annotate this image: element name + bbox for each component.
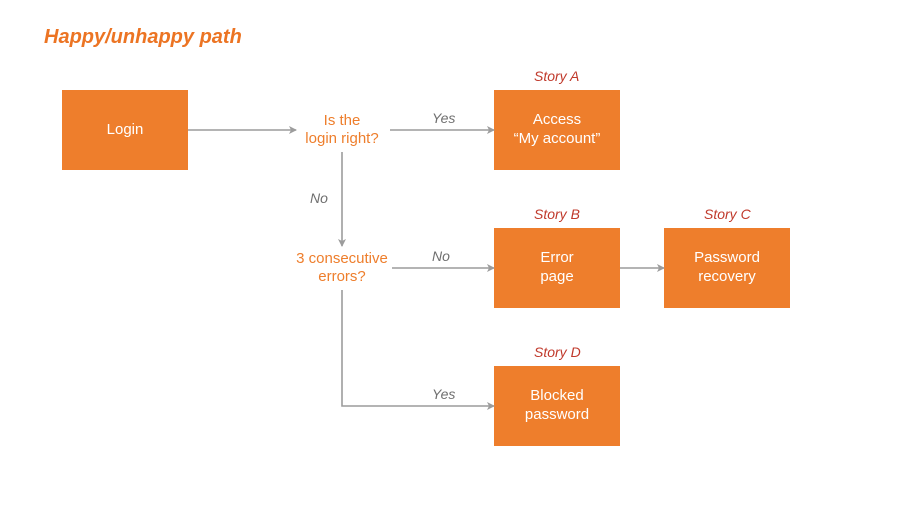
node-access-account: Access“My account” [494,90,620,170]
node-login: Login [62,90,188,170]
node-error-page: Errorpage [494,228,620,308]
decision-consecutive-errors: 3 consecutiveerrors? [282,250,402,286]
decision-login-right: Is thelogin right? [282,112,402,148]
edge-label-e3: No [310,190,328,206]
edge-e6 [342,290,494,406]
story-label-c: Story C [704,206,751,222]
node-recover-label: Passwordrecovery [694,249,760,287]
node-blocked-password: Blockedpassword [494,366,620,446]
decision-errors-label: 3 consecutiveerrors? [296,250,388,285]
node-access-label: Access“My account” [514,111,601,149]
story-label-a: Story A [534,68,579,84]
edge-label-e6: Yes [432,386,455,402]
edge-label-e4: No [432,248,450,264]
diagram-title: Happy/unhappy path [44,26,242,49]
node-blocked-label: Blockedpassword [525,387,589,425]
story-label-b: Story B [534,206,580,222]
decision-login-right-label: Is thelogin right? [305,112,378,147]
node-password-recovery: Passwordrecovery [664,228,790,308]
edge-label-e2: Yes [432,110,455,126]
story-label-d: Story D [534,344,581,360]
node-login-label: Login [107,121,144,140]
node-error-label: Errorpage [540,249,573,287]
